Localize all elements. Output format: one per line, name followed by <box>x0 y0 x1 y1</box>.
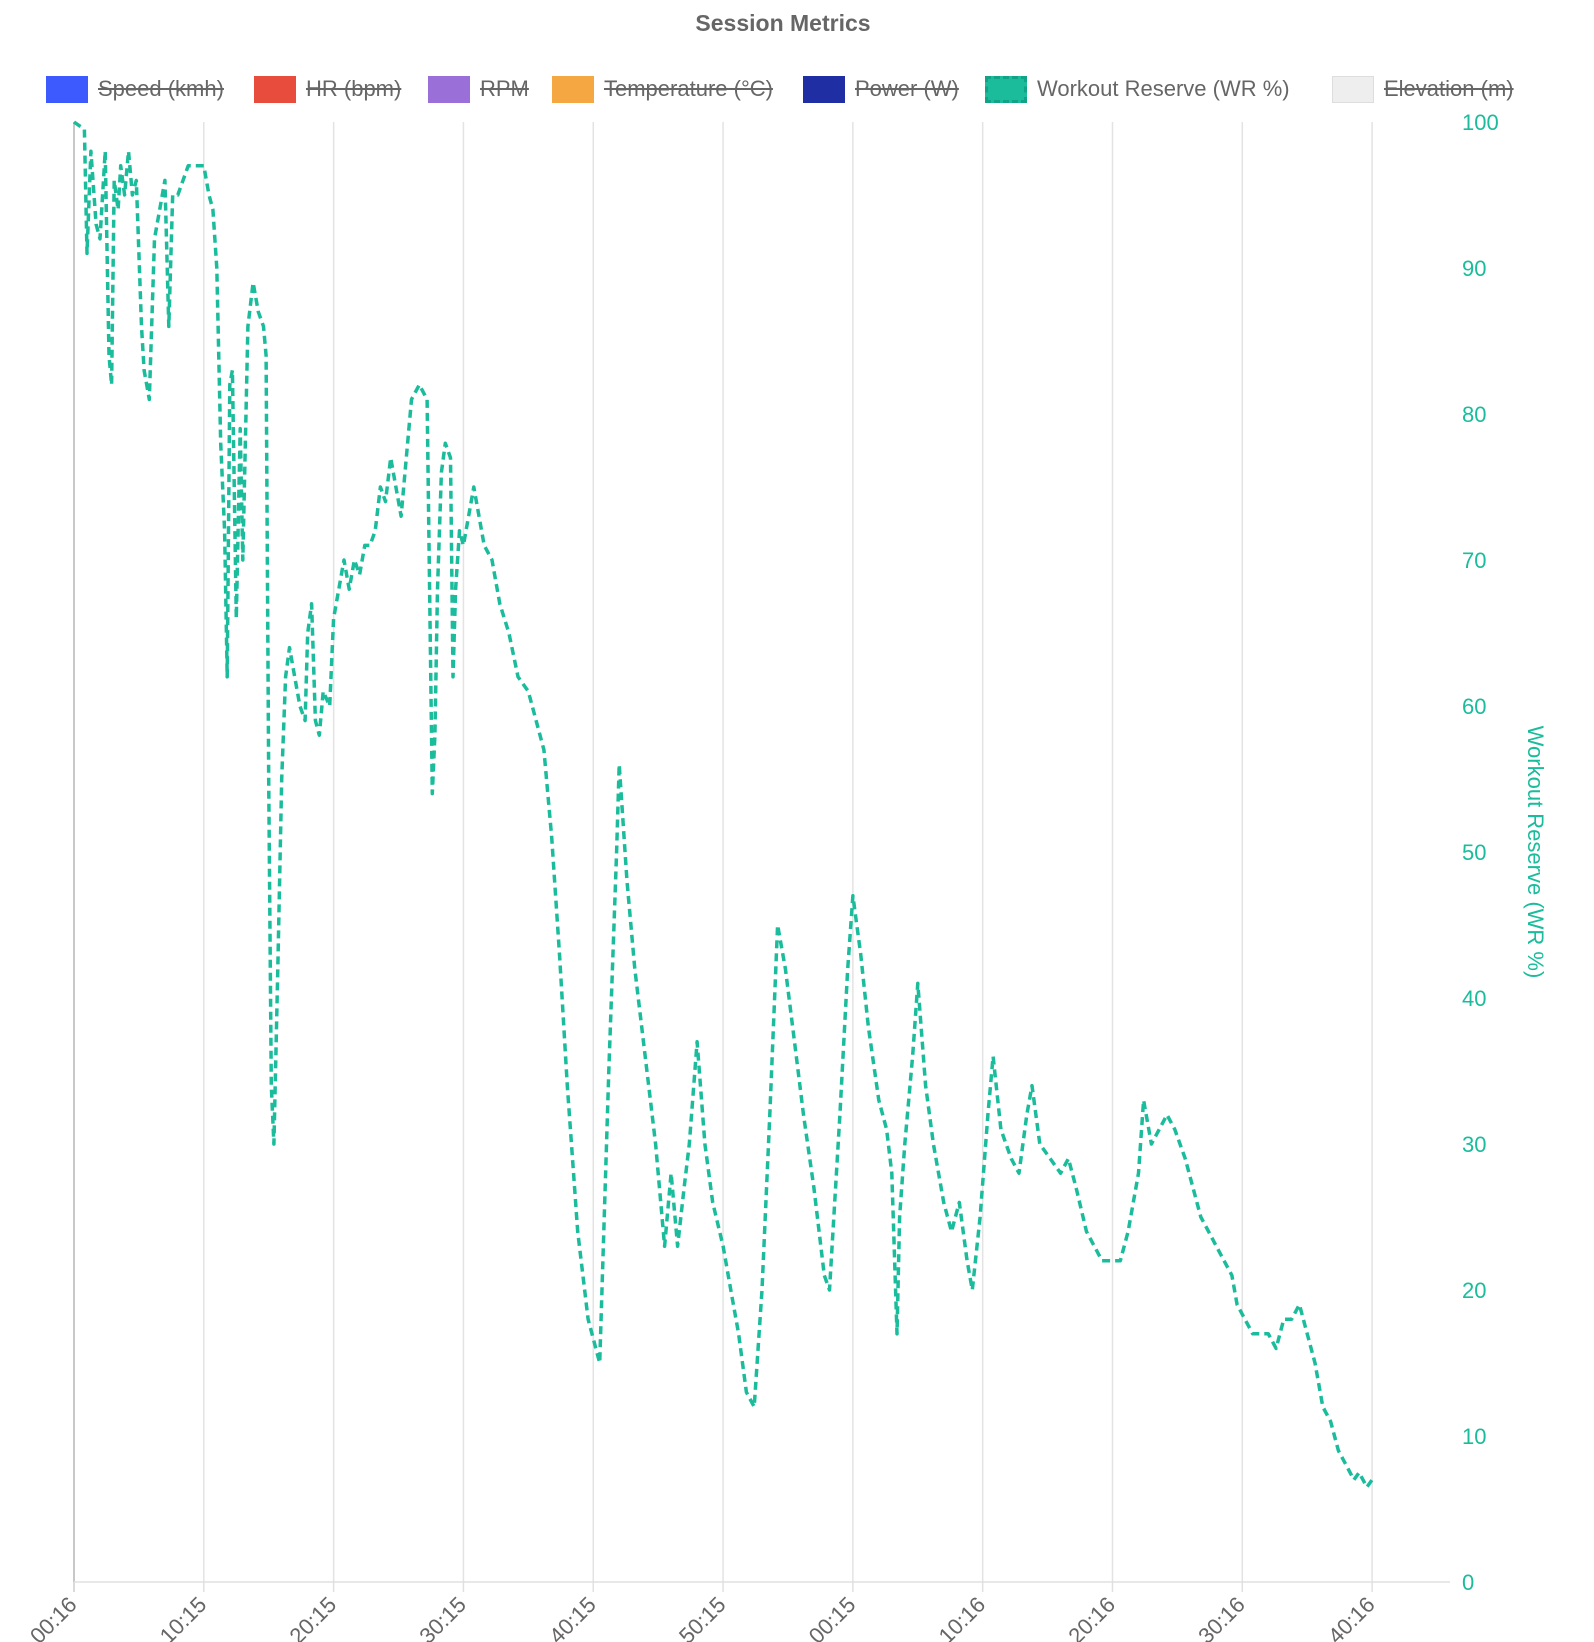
x-tick-label: 10:16 <box>934 1592 991 1642</box>
legend-label: RPM <box>480 76 529 101</box>
legend-swatch <box>1332 75 1374 103</box>
legend-swatch <box>254 75 296 103</box>
x-tick-label: 30:16 <box>1193 1592 1250 1642</box>
y-tick-label: 100 <box>1462 110 1499 135</box>
legend-swatch <box>985 75 1027 103</box>
x-tick-label: 20:15 <box>285 1592 342 1642</box>
legend-item[interactable]: Speed (kmh) <box>46 74 224 104</box>
y-tick-label: 50 <box>1462 840 1486 865</box>
legend-label: Speed (kmh) <box>98 76 224 101</box>
x-tick-label: 00:15 <box>804 1592 861 1642</box>
legend-item[interactable]: Power (W) <box>803 74 959 104</box>
y-tick-label: 40 <box>1462 986 1486 1011</box>
legend-item[interactable]: Elevation (m) <box>1332 74 1514 104</box>
chart-title: Session Metrics <box>695 10 871 36</box>
y-axis-ticks: 0 10 20 30 40 50 60 70 80 90 100 <box>1462 110 1499 1595</box>
series-line-workout-reserve <box>72 120 1374 1489</box>
legend-item[interactable]: Temperature (°C) <box>552 74 773 104</box>
grid-lines <box>73 122 1373 1582</box>
x-tick-label: 00:16 <box>25 1592 82 1642</box>
y-tick-label: 90 <box>1462 256 1486 281</box>
y-tick-label: 60 <box>1462 694 1486 719</box>
y-axis-title: Workout Reserve (WR %) <box>1523 726 1548 979</box>
legend-label: HR (bpm) <box>306 76 402 101</box>
y-tick-label: 0 <box>1462 1570 1474 1595</box>
legend-item[interactable]: Workout Reserve (WR %) <box>985 74 1290 104</box>
x-tick-label: 10:15 <box>155 1592 212 1642</box>
chart-legend: Speed (kmh) HR (bpm) RPM Temperature (°C) Po… <box>0 74 1566 108</box>
y-tick-label: 20 <box>1462 1278 1486 1303</box>
axes <box>73 122 1450 1592</box>
legend-swatch <box>552 75 594 103</box>
x-tick-label: 30:15 <box>414 1592 471 1642</box>
legend-item[interactable]: RPM <box>428 74 529 104</box>
legend-label: Temperature (°C) <box>604 76 773 101</box>
x-tick-label: 40:16 <box>1323 1592 1380 1642</box>
x-tick-label: 50:15 <box>674 1592 731 1642</box>
x-tick-label: 40:15 <box>544 1592 601 1642</box>
y-tick-label: 10 <box>1462 1424 1486 1449</box>
legend-label: Power (W) <box>855 76 959 101</box>
legend-label: Elevation (m) <box>1384 76 1514 101</box>
y-tick-label: 80 <box>1462 402 1486 427</box>
x-axis-ticks: 00:16 10:15 20:15 30:15 40:15 50:15 00:15 10:16… <box>25 1582 1380 1642</box>
legend-swatch <box>46 75 88 103</box>
y-tick-label: 70 <box>1462 548 1486 573</box>
legend-item[interactable]: HR (bpm) <box>254 74 401 104</box>
x-tick-label: 20:16 <box>1063 1592 1120 1642</box>
y-tick-label: 30 <box>1462 1132 1486 1157</box>
legend-swatch <box>428 75 470 103</box>
series-layer <box>72 120 1374 1489</box>
legend-swatch <box>803 75 845 103</box>
legend-label: Workout Reserve (WR %) <box>1037 76 1290 101</box>
